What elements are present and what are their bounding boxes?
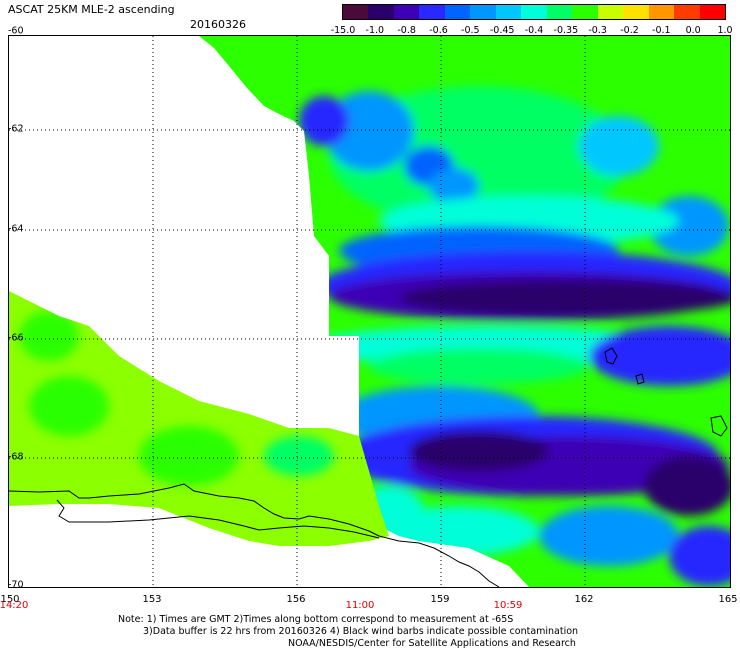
island-2	[635, 373, 645, 385]
lon-label: 153	[142, 594, 162, 605]
island-3	[710, 415, 728, 437]
lat-label: -60	[8, 25, 24, 37]
colorbar-swatch	[343, 5, 369, 19]
colorbar-label: -0.45	[489, 25, 515, 36]
colorbar-label: -0.5	[461, 25, 480, 36]
chart-date: 20160326	[190, 18, 246, 31]
colorbar-label: 1.0	[717, 25, 733, 36]
colorbar-label: -0.6	[429, 25, 448, 36]
lon-label: 162	[574, 594, 594, 605]
colorbar-label: -1.0	[365, 25, 385, 36]
colorbar-swatch	[419, 5, 446, 19]
colorbar-label: -0.2	[620, 25, 639, 36]
lat-label: -70	[8, 579, 24, 591]
colorbar-label: -0.4	[524, 25, 544, 36]
time-label: 10:59	[493, 600, 523, 611]
colorbar-swatch	[623, 5, 650, 19]
colorbar-swatch	[674, 5, 701, 19]
colorbar-label: -0.35	[553, 25, 579, 36]
chart-title: ASCAT 25KM MLE-2 ascending	[8, 3, 175, 16]
note-line: 3)Data buffer is 22 hrs from 20160326 4)…	[143, 626, 579, 637]
colorbar-label: -0.8	[397, 25, 416, 36]
note-line: NOAA/NESDIS/Center for Satellite Applica…	[288, 638, 576, 649]
lat-label: -62	[8, 123, 24, 135]
colorbar	[342, 4, 726, 20]
lon-label: 159	[430, 594, 450, 605]
island-1	[604, 347, 618, 365]
lat-label: -64	[8, 223, 24, 235]
lon-label: 150	[0, 594, 20, 605]
colorbar-swatch	[470, 5, 497, 19]
colorbar-label: 0.0	[685, 25, 701, 36]
grid	[9, 36, 730, 587]
coastline-inner	[56, 499, 380, 539]
colorbar-swatch	[444, 5, 471, 19]
map-area	[8, 35, 731, 588]
colorbar-swatch	[597, 5, 624, 19]
colorbar-swatch	[572, 5, 599, 19]
lat-label: -66	[8, 332, 24, 344]
colorbar-label: -0.3	[588, 25, 607, 36]
lon-label: 156	[286, 594, 306, 605]
colorbar-swatch	[521, 5, 548, 19]
colorbar-swatch	[699, 5, 726, 19]
colorbar-swatch	[495, 5, 522, 19]
time-label: 14:20	[0, 600, 29, 611]
colorbar-swatch	[648, 5, 675, 19]
colorbar-swatch	[368, 5, 395, 19]
colorbar-swatch	[546, 5, 573, 19]
lat-label: -68	[8, 451, 24, 463]
scatterometer-map	[8, 36, 730, 588]
lon-label: 165	[718, 594, 738, 605]
colorbar-label: -15.0	[330, 25, 356, 36]
time-label: 11:00	[345, 600, 375, 611]
note-line: Note: 1) Times are GMT 2)Times along bot…	[118, 614, 514, 625]
coastline	[8, 483, 500, 588]
colorbar-swatch	[393, 5, 420, 19]
colorbar-label: -0.1	[652, 25, 671, 36]
